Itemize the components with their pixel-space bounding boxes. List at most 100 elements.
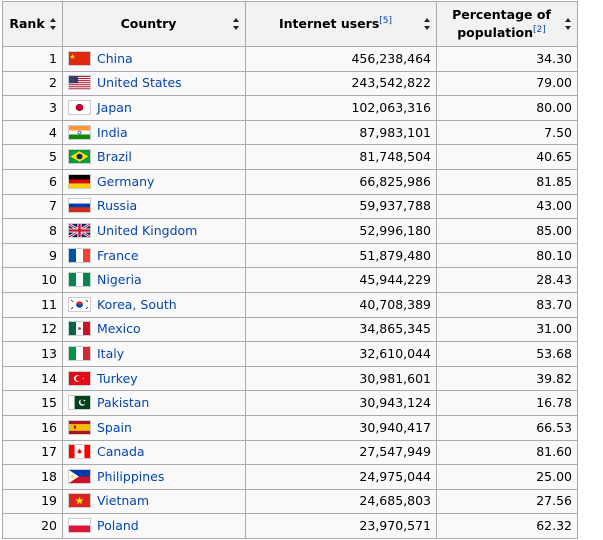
flag-nigeria-icon[interactable] [68, 272, 91, 288]
internet-users-cell: 456,238,464 [245, 46, 437, 72]
internet-users-cell: 45,944,229 [245, 267, 437, 293]
country-link[interactable]: Canada [97, 444, 145, 460]
table-row: 15 Pakistan 30,943,124 16.78 [2, 390, 578, 416]
users-header-label: Internet users [278, 16, 380, 31]
country-link[interactable]: China [97, 50, 133, 66]
percentage-cell: 83.70 [436, 291, 578, 318]
country-link[interactable]: Turkey [97, 370, 138, 386]
rank-cell: 11 [2, 291, 63, 318]
flag-brazil-icon[interactable] [68, 149, 91, 165]
country-link[interactable]: India [97, 124, 128, 140]
rank-cell: 2 [2, 70, 63, 97]
internet-users-cell: 23,970,571 [245, 513, 437, 539]
country-cell: Germany [62, 168, 246, 195]
percentage-cell: 81.85 [436, 168, 578, 195]
internet-users-cell: 66,825,986 [245, 168, 437, 195]
percentage-reference-link[interactable]: [2] [533, 24, 546, 35]
flag-russia-icon[interactable] [68, 198, 91, 214]
flag-poland-icon[interactable] [68, 518, 91, 534]
table-row: 20 Poland 23,970,571 62.32 [2, 513, 578, 539]
flag-turkey-icon[interactable] [68, 370, 91, 386]
country-link[interactable]: United States [97, 75, 182, 91]
flag-china-icon[interactable] [68, 50, 91, 66]
country-cell: United Kingdom [62, 218, 246, 244]
table-row: 16 Spain 30,940,417 66.53 [2, 414, 578, 441]
country-link[interactable]: Korea, South [97, 296, 177, 312]
percentage-cell: 62.32 [436, 513, 578, 539]
rank-cell: 5 [2, 144, 63, 170]
table-row: 13 Italy 32,610,044 53.68 [2, 341, 578, 367]
internet-users-cell: 243,542,822 [245, 70, 437, 97]
percentage-cell: 79.00 [436, 70, 578, 97]
flag-india-icon[interactable] [68, 124, 91, 140]
country-link[interactable]: Vietnam [97, 493, 150, 509]
country-link[interactable]: United Kingdom [97, 222, 198, 238]
country-cell: Mexico [62, 316, 246, 343]
country-link[interactable]: Mexico [97, 321, 141, 337]
percentage-cell: 53.68 [436, 341, 578, 367]
sort-icon[interactable] [50, 18, 57, 30]
rank-cell: 13 [2, 341, 63, 367]
rank-cell: 16 [2, 414, 63, 441]
country-cell: China [62, 46, 246, 72]
rank-cell: 14 [2, 365, 63, 392]
flag-mexico-icon[interactable] [68, 321, 91, 337]
rank-column-header[interactable]: Rank [2, 1, 63, 47]
percentage-cell: 34.30 [436, 46, 578, 72]
users-column-header[interactable]: Internet users[5] [245, 1, 437, 47]
country-cell: Canada [62, 439, 246, 466]
flag-united-states-icon[interactable] [68, 75, 91, 91]
country-column-header[interactable]: Country [62, 1, 246, 47]
table-row: 3 Japan 102,063,316 80.00 [2, 95, 578, 121]
flag-canada-icon[interactable] [68, 444, 91, 460]
percentage-cell: 16.78 [436, 390, 578, 416]
flag-japan-icon[interactable] [68, 99, 91, 115]
flag-vietnam-icon[interactable] [68, 493, 91, 509]
internet-users-cell: 30,943,124 [245, 390, 437, 416]
table-row: 5 Brazil 81,748,504 40.65 [2, 144, 578, 170]
sort-icon[interactable] [565, 18, 572, 30]
flag-philippines-icon[interactable] [68, 468, 91, 484]
users-reference-link[interactable]: [5] [379, 15, 393, 26]
percentage-header-label: Percentage of population [452, 7, 551, 40]
country-link[interactable]: Philippines [97, 468, 165, 484]
country-link[interactable]: Japan [97, 99, 132, 115]
sort-icon[interactable] [233, 18, 240, 30]
table-row: 14 Turkey 30,981,601 39.82 [2, 365, 578, 392]
flag-france-icon[interactable] [68, 247, 91, 263]
country-link[interactable]: Brazil [97, 149, 132, 165]
flag-united-kingdom-icon[interactable] [68, 222, 91, 238]
country-link[interactable]: Russia [97, 198, 138, 214]
rank-cell: 4 [2, 119, 63, 146]
country-link[interactable]: Italy [97, 345, 125, 361]
table-row: 19 Vietnam 24,685,803 27.56 [2, 488, 578, 515]
percentage-cell: 7.50 [436, 119, 578, 146]
flag-pakistan-icon[interactable] [68, 395, 91, 411]
rank-cell: 17 [2, 439, 63, 466]
country-link[interactable]: Nigeria [97, 272, 142, 288]
country-cell: India [62, 119, 246, 146]
rank-cell: 20 [2, 513, 63, 539]
table-row: 1 China 456,238,464 34.30 [2, 46, 578, 72]
sort-icon[interactable] [424, 18, 431, 30]
flag-italy-icon[interactable] [68, 345, 91, 361]
rank-cell: 19 [2, 488, 63, 515]
rank-cell: 3 [2, 95, 63, 121]
flag-spain-icon[interactable] [68, 419, 91, 435]
flag-germany-icon[interactable] [68, 173, 91, 189]
country-link[interactable]: Germany [97, 173, 155, 189]
country-cell: Brazil [62, 144, 246, 170]
table-row: 17 Canada 27,547,949 81.60 [2, 439, 578, 466]
percentage-column-header[interactable]: Percentage of population[2] [436, 1, 578, 47]
table-row: 12 Mexico 34,865,345 31.00 [2, 316, 578, 343]
country-link[interactable]: France [97, 247, 139, 263]
internet-users-cell: 102,063,316 [245, 95, 437, 121]
country-link[interactable]: Pakistan [97, 395, 150, 411]
flag-south-korea-icon[interactable] [68, 296, 91, 312]
internet-users-cell: 30,940,417 [245, 414, 437, 441]
country-link[interactable]: Poland [97, 518, 139, 534]
percentage-cell: 85.00 [436, 218, 578, 244]
country-cell: France [62, 242, 246, 269]
internet-users-cell: 59,937,788 [245, 193, 437, 220]
country-link[interactable]: Spain [97, 419, 132, 435]
